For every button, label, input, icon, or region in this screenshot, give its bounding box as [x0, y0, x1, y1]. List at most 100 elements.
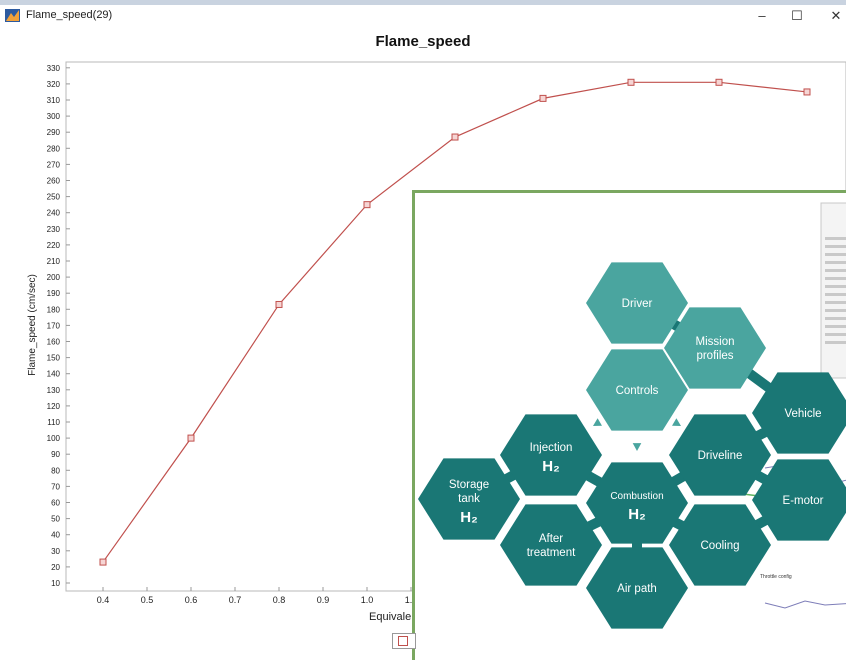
hex-label: profiles: [696, 350, 733, 362]
y-tick-label: 50: [51, 515, 60, 524]
background-text-line: [825, 245, 846, 248]
hex-label: Injection: [530, 442, 573, 454]
hex-label: E-motor: [783, 495, 824, 507]
data-point: [275, 300, 283, 308]
hex-label: treatment: [527, 547, 576, 559]
y-tick-label: 310: [47, 96, 61, 105]
y-tick-label: 150: [47, 354, 61, 363]
hexagon-shape: [752, 372, 846, 454]
y-tick-label: 160: [47, 338, 61, 347]
data-point: [99, 558, 107, 566]
y-tick-label: 190: [47, 289, 61, 298]
hexagon-shape: [500, 504, 602, 586]
y-tick-label: 20: [51, 563, 60, 572]
background-text-line: [825, 269, 846, 272]
chart-app-icon: [5, 9, 20, 22]
y-tick-label: 270: [47, 160, 61, 169]
background-text-line: [825, 333, 846, 336]
background-text-line: [825, 309, 846, 312]
background-text-line: [825, 285, 846, 288]
y-tick-label: 40: [51, 531, 60, 540]
y-tick-label: 90: [51, 450, 60, 459]
hex-label: Controls: [616, 385, 659, 397]
background-text-line: [825, 341, 846, 344]
hex-controls: Controls: [586, 349, 688, 431]
data-point: [715, 78, 723, 86]
hexagon-shape: [586, 349, 688, 431]
hexagon-diagram: Throttle config Driver Mission profiles Con…: [418, 202, 846, 629]
hex-label: Combustion: [610, 491, 663, 502]
title-bar: Flame_speed(29) – ☐ ✕: [0, 5, 846, 27]
hex-injection: Injection H₂: [500, 414, 602, 496]
y-tick-label: 250: [47, 193, 61, 202]
y-tick-label: 330: [47, 64, 61, 73]
window-title: Flame_speed(29): [26, 9, 113, 21]
hexagon-shape: [669, 504, 771, 586]
background-software-window: [820, 202, 846, 379]
y-tick-label: 10: [51, 579, 60, 588]
x-tick-label: 1.0: [361, 595, 374, 605]
y-tick-label: 120: [47, 402, 61, 411]
y-tick-label: 260: [47, 177, 61, 186]
hex-label: Mission: [696, 336, 735, 348]
hex-label: tank: [458, 493, 480, 505]
hexagon-shape: [500, 414, 602, 496]
hex-cooling: Cooling: [669, 504, 771, 586]
y-tick-label: 70: [51, 482, 60, 491]
y-tick-label: 320: [47, 80, 61, 89]
y-tick-label: 80: [51, 466, 60, 475]
y-tick-label: 230: [47, 225, 61, 234]
background-text-line: [825, 253, 846, 256]
hex-label: Cooling: [701, 540, 740, 552]
hexagon-shape: [664, 307, 766, 389]
y-tick-label: 140: [47, 370, 61, 379]
background-text-line: [825, 325, 846, 328]
background-schematic-line: [764, 600, 846, 609]
arrow-icon: [672, 418, 681, 426]
x-tick-label: 0.4: [97, 595, 110, 605]
maximize-button[interactable]: ☐: [791, 8, 803, 23]
data-point: [451, 133, 459, 141]
hex-label: Driveline: [698, 450, 743, 462]
minimize-button[interactable]: –: [758, 8, 766, 23]
hexagon-shape: [586, 547, 688, 629]
hexagon-shape: [586, 262, 688, 344]
background-text-line: [825, 301, 846, 304]
data-point: [539, 94, 547, 102]
y-tick-label: 300: [47, 112, 61, 121]
hex-combustion: Combustion H₂: [586, 462, 688, 544]
hex-label: After: [539, 533, 563, 545]
y-tick-label: 220: [47, 241, 61, 250]
y-axis-label: Flame_speed (cm/sec): [27, 274, 38, 376]
background-label: Throttle config: [760, 574, 792, 580]
x-tick-label: 1.1: [405, 595, 418, 605]
hex-vehicle: Vehicle: [752, 372, 846, 454]
hex-storage: Storage tank H₂: [418, 458, 520, 540]
y-tick-label: 290: [47, 128, 61, 137]
x-tick-label: 0.6: [185, 595, 198, 605]
background-window-strip: [0, 0, 846, 5]
hex-driver: Driver: [586, 262, 688, 344]
background-text-line: [825, 277, 846, 280]
background-text-line: [825, 261, 846, 264]
background-text-line: [825, 237, 846, 240]
y-tick-label: 170: [47, 321, 61, 330]
hex-label: Driver: [622, 298, 653, 310]
y-tick-label: 280: [47, 144, 61, 153]
hex-h2-label: H₂: [628, 506, 646, 523]
hexagon-shape: [418, 458, 520, 540]
hex-driveline: Driveline: [669, 414, 771, 496]
hex-aftertreatment: After treatment: [500, 504, 602, 586]
y-tick-label: 100: [47, 434, 61, 443]
x-tick-label: 0.8: [273, 595, 286, 605]
y-tick-label: 60: [51, 499, 60, 508]
background-text-line: [825, 317, 846, 320]
hex-label: Vehicle: [784, 408, 821, 420]
hex-label: Air path: [617, 583, 657, 595]
chart-title: Flame_speed: [375, 33, 471, 50]
close-button[interactable]: ✕: [830, 8, 842, 23]
arrow-icon: [593, 418, 602, 426]
hexagon-shape: [586, 462, 688, 544]
hex-h2-label: H₂: [542, 458, 560, 475]
hex-mission: Mission profiles: [664, 307, 766, 389]
